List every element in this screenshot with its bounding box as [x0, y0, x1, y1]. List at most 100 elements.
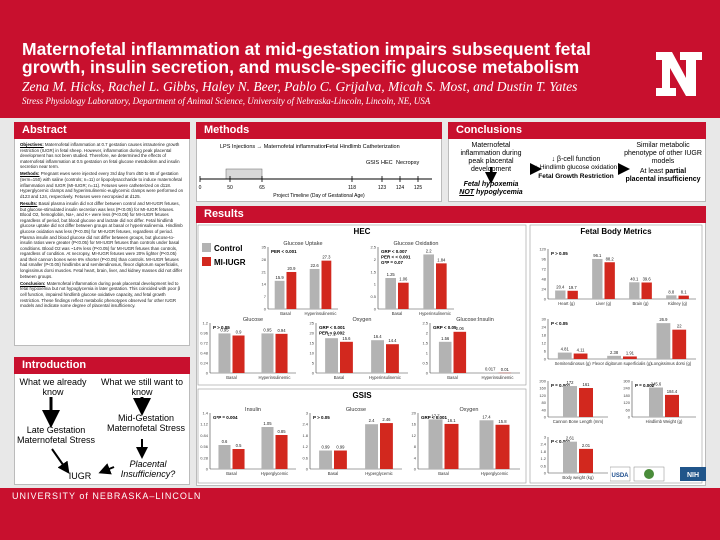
muscles-chart-value-label: 1.91: [626, 350, 635, 355]
abstract-label: Methods:: [20, 171, 40, 177]
weight-chart-value-label: 2.01: [582, 443, 591, 448]
hec-uptake-chart-bar-iugr: [286, 271, 297, 309]
organs-chart-tick-label: 24: [542, 287, 547, 292]
organs-chart-tick-label: 120: [539, 247, 546, 252]
conclusions-heading: Conclusions: [448, 122, 706, 139]
gsis-oxygen-chart-tick-label: 20: [412, 411, 417, 416]
gsis-oxygen-chart-tick-label: 0: [414, 467, 417, 472]
hec-uptake-chart-category-label: Basal: [280, 311, 291, 316]
conclusion-similar: Similar metabolic phenotype of other IUG…: [624, 142, 702, 165]
hypoglycemia-word: hypoglycemia: [474, 189, 523, 196]
organs-chart-bar-iugr: [641, 282, 652, 299]
gsis-insulin-chart-stats: G*P = 0.004: [213, 415, 238, 420]
gsis-glucose-chart-value-label: 0.99: [336, 445, 345, 450]
muscles-chart-value-label: 26.9: [659, 317, 668, 322]
gsis-insulin-chart-tick-label: 0.28: [200, 455, 209, 460]
abstract-text: Pregnant ewes were injected every 3rd da…: [20, 171, 184, 199]
hec-uptake-chart-category-label: Hyperinsulinemic: [305, 311, 337, 316]
legend: Control MI-IUGR: [202, 243, 246, 267]
abstract-paragraph: Results: Basal plasma insulin did not di…: [20, 201, 184, 279]
hec-oxygen-chart-tick-label: 10: [310, 351, 315, 356]
necropsy-label: Necropsy: [396, 160, 419, 166]
hec-glucose-chart-value-label: 0.95: [263, 327, 272, 332]
conclusion-glucose-ox: ↓ Hindlimb glucose oxidation: [534, 164, 618, 171]
gsis-glucose-chart-tick-label: 0.6: [302, 455, 308, 460]
muscles-chart-category-label: Semitendinosus (g): [555, 361, 592, 366]
hec-oxygen-chart-bar-control: [325, 338, 338, 373]
organs-chart-stats: P > 0.05: [551, 251, 568, 256]
usda-logo-text: USDA: [611, 473, 629, 479]
hec-oxidation-chart-title: Glucose Oxidation: [394, 241, 439, 247]
cannon-chart-category-label: Cannon Bone Length (mm): [553, 419, 604, 424]
hec-oxygen-chart-bar-iugr: [340, 341, 353, 373]
hec-glucose-chart: Glucose P > 0.05 0 0.24 0.48 0.72 0.96 1.2 0.95 0…: [200, 317, 296, 380]
gsis-glucose-chart-bar-control: [319, 450, 332, 469]
gsis-glucose-chart-stats: P > 0.05: [313, 415, 330, 420]
conclusion-hypoxemia: Fetal hypoxemia: [463, 181, 519, 188]
abstract-text: Maternofetal inflammation during peak pl…: [20, 280, 181, 309]
intro-outcome: IUGR: [68, 471, 92, 481]
abstract-label: Conclusion:: [20, 280, 46, 286]
hec-oxygen-chart-stats: PER = 0.002: [319, 331, 345, 336]
hec-oxidation-chart-tick-label: 1: [374, 282, 377, 287]
gsis-oxygen-chart-bar-iugr: [444, 423, 459, 469]
gsis-glucose-chart-tick-label: 2.4: [302, 422, 308, 427]
hindlimb-chart: P = 0.002 0 60 120 180 240 300 245.6 184.4 Hindli…: [623, 379, 696, 424]
hec-glucose-chart-tick-label: 1.2: [202, 321, 208, 326]
results-charts: Control MI-IUGR HEC GSIS Fetal Body Metrics G…: [197, 224, 703, 484]
gsis-glucose-chart-category-label: Basal: [328, 471, 339, 476]
conclusion-partial: At least partial placental insufficiency: [624, 168, 702, 184]
organs-chart-value-label: 19.7: [569, 285, 578, 290]
gsis-oxygen-chart-title: Oxygen: [460, 407, 479, 413]
body-box: [529, 224, 703, 484]
muscles-chart-bar-control: [656, 323, 671, 359]
hindlimb-chart-tick-label: 180: [623, 393, 630, 398]
cannon-chart-bar-iugr: [579, 388, 593, 417]
muscles-chart-value-label: 4.11: [577, 348, 586, 353]
hec-glucose-chart-tick-label: 0.96: [200, 331, 209, 336]
muscles-chart-tick-label: 0: [544, 357, 547, 362]
weight-chart-tick-label: 0.6: [540, 463, 546, 468]
gsis-insulin-chart-tick-label: 0.84: [200, 433, 209, 438]
gsis-insulin-chart-value-label: 0.5: [236, 443, 242, 448]
conclusion-hypoglycemia: NOT hypoglycemia: [452, 188, 530, 198]
muscles-chart-tick-label: 30: [542, 317, 547, 322]
cannon-chart-tick-label: 120: [539, 393, 546, 398]
organs-chart-bar-control: [629, 282, 640, 299]
cannon-chart-tick-label: 80: [542, 400, 547, 405]
weight-chart-tick-label: 2.4: [540, 442, 546, 447]
hec-glucose-chart-stats: P > 0.05: [213, 325, 230, 330]
muscles-chart-tick-label: 6: [544, 349, 547, 354]
hec-oxygen-chart-value-label: 15.6: [342, 336, 351, 341]
timeline-tick-label: 123: [378, 185, 387, 191]
hec-glucose-chart-tick-label: 0.72: [200, 341, 209, 346]
nih-logo-text: NIH: [687, 472, 699, 479]
gsis-oxygen-chart: Oxygen GRP < 0.001 0 4 8 12 16 20 17.7 16.1 Basal 1…: [412, 407, 520, 476]
hec-insulin-chart-value-label: 0.01: [501, 367, 510, 372]
hec-oxidation-chart-stats: G*P = 0.07: [381, 260, 404, 265]
cannon-chart-tick-label: 200: [539, 379, 546, 384]
hec-glucose-chart-title: Glucose: [243, 317, 263, 323]
organs-chart-tick-label: 48: [542, 277, 547, 282]
weight-chart-bar-iugr: [579, 448, 593, 473]
poster-authors: Zena M. Hicks, Rachel L. Gibbs, Haley N.…: [22, 79, 578, 94]
hec-oxidation-chart-bar-iugr: [398, 282, 409, 309]
hec-insulin-chart-tick-label: 0.5: [422, 361, 428, 366]
muscles-chart-bar-control: [607, 355, 621, 359]
abstract-body: Objectives: Maternofetal inflammation at…: [20, 142, 184, 310]
muscles-chart-value-label: 2.38: [610, 350, 619, 355]
hindlimb-chart-category-label: Hindlimb Weight (g): [646, 419, 683, 424]
methods-heading: Methods: [196, 122, 442, 139]
intro-learn-heading: What we still want to know: [100, 377, 184, 397]
timeline-title: Project Timeline (Day of Gestational Age…: [273, 193, 365, 199]
organs-chart-value-label: 8.1: [681, 290, 687, 295]
hindlimb-chart-tick-label: 120: [623, 400, 630, 405]
timeline-tick-label: 118: [348, 185, 356, 191]
cannon-chart-tick-label: 0: [544, 415, 547, 420]
organs-chart-value-label: 88.2: [606, 256, 615, 261]
hec-oxygen-chart-tick-label: 5: [312, 361, 315, 366]
hec-uptake-chart-bar-iugr: [321, 260, 332, 309]
gsis-oxygen-chart-bar-control: [479, 420, 494, 469]
hindlimb-chart-bar-control: [649, 387, 663, 417]
